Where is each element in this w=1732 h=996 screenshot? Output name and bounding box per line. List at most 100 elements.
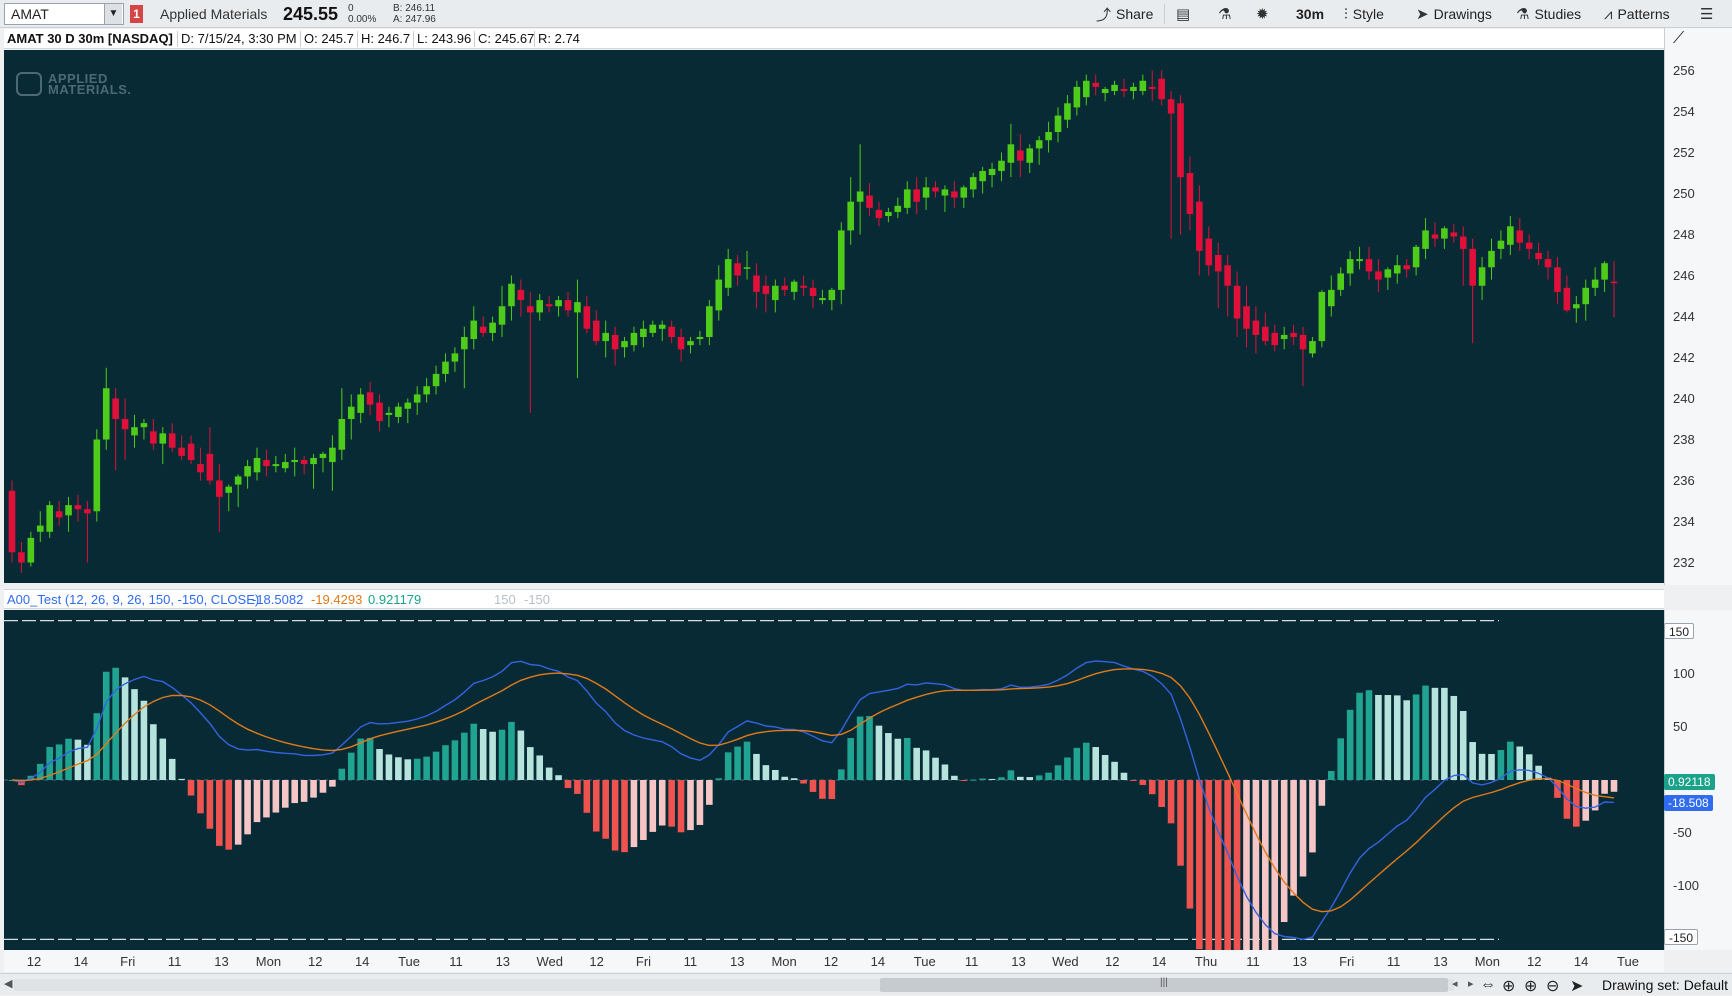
- histogram-bar: [903, 738, 911, 780]
- oscillator-chart[interactable]: [4, 610, 1664, 996]
- bar-range: R: 2.74: [538, 31, 580, 46]
- time-axis-label: Thu: [1194, 954, 1218, 969]
- style-label: Style: [1352, 6, 1384, 22]
- candle-body: [715, 279, 723, 311]
- candle-body: [376, 402, 383, 422]
- trend-icon[interactable]: ⟋: [1673, 30, 1685, 47]
- histogram-bar: [941, 764, 949, 780]
- cursor-icon[interactable]: ➤: [1570, 978, 1584, 995]
- histogram-bar: [913, 747, 920, 780]
- zoom-in-icon[interactable]: ⊕: [1524, 978, 1538, 995]
- menu-button[interactable]: ☰: [1700, 4, 1713, 24]
- scroll-left-small-arrow[interactable]: ◂: [1452, 978, 1458, 990]
- flask-button[interactable]: ⚗: [1218, 4, 1231, 24]
- candle-body: [866, 195, 873, 208]
- studies-button[interactable]: ⚗ Studies: [1516, 4, 1581, 24]
- histogram-bar: [1252, 780, 1260, 985]
- candle-body: [781, 285, 789, 290]
- candle-body: [1393, 265, 1401, 274]
- candle-body: [46, 505, 53, 532]
- time-axis[interactable]: 12 14 Fri 11 13 Mon 12 14 Tue 11 13 Wed 12 Fri 11 13 Mon…: [4, 950, 1664, 972]
- histogram-bar: [291, 780, 299, 804]
- histogram-bar: [55, 744, 63, 780]
- histogram-bar: [244, 780, 251, 835]
- price-axis-label: 244: [1673, 308, 1695, 324]
- alert-badge[interactable]: 1: [130, 5, 143, 23]
- price-chart[interactable]: APPLIED MATERIALS.: [4, 50, 1664, 583]
- candle-body: [1507, 226, 1514, 245]
- candle-body: [8, 490, 16, 553]
- candle-body: [1186, 173, 1194, 214]
- study-name[interactable]: A00_Test (12, 26, 9, 26, 150, -150, CLOS…: [7, 592, 260, 607]
- candle-body: [1233, 285, 1241, 319]
- candle-body: [1573, 304, 1580, 309]
- hist-value-tag: 0.92118: [1664, 774, 1715, 790]
- histogram-bar: [1318, 780, 1326, 806]
- candle-body: [206, 453, 214, 481]
- candle-body: [102, 388, 110, 440]
- histogram-bar: [65, 738, 72, 780]
- histogram-bar: [1554, 780, 1561, 798]
- time-axis-label: 14: [1573, 954, 1589, 969]
- settings-button[interactable]: ✹: [1256, 4, 1269, 24]
- candle-body: [1563, 287, 1571, 311]
- histogram-bar: [1441, 687, 1448, 780]
- net-change: 0: [348, 3, 354, 14]
- time-axis-label: 12: [589, 954, 604, 969]
- time-axis-label: Mon: [255, 954, 282, 969]
- candle-body: [875, 209, 883, 219]
- patterns-label: Patterns: [1617, 6, 1670, 22]
- candle-body: [253, 457, 261, 473]
- candle-body: [1130, 86, 1137, 91]
- histogram-bar: [461, 732, 468, 780]
- list-icon: ☰: [1700, 6, 1714, 23]
- drawings-button[interactable]: ➤ Drawings: [1416, 4, 1492, 24]
- candle-body: [65, 505, 72, 516]
- time-axis-label: 14: [73, 954, 89, 969]
- style-button[interactable]: ⫶ Style: [1344, 4, 1384, 24]
- patterns-button[interactable]: ⩘ Patterns: [1604, 4, 1670, 24]
- chevron-down-icon: ▼: [108, 8, 119, 19]
- candle-body: [1007, 144, 1015, 163]
- candle-body: [84, 509, 91, 514]
- candle-body: [461, 337, 468, 350]
- symbol-input[interactable]: AMAT: [4, 3, 124, 25]
- histogram-bar: [856, 716, 864, 780]
- pan-icon[interactable]: ⇔: [1480, 976, 1496, 993]
- histogram-bar: [263, 780, 270, 818]
- candle-body: [1412, 246, 1420, 268]
- candle-body: [1148, 86, 1156, 89]
- scroll-thumb[interactable]: [880, 978, 1448, 992]
- share-button[interactable]: ⤴ Share: [1096, 4, 1153, 24]
- price-axis[interactable]: ⟋ 256 254 252 250 248 246 244 242 240 238 236 234 23…: [1664, 28, 1732, 585]
- calendar-button[interactable]: ▤: [1176, 4, 1190, 24]
- histogram-bar: [159, 738, 167, 780]
- histogram-bar: [1073, 747, 1081, 780]
- drawing-set-selector[interactable]: Drawing set: Default: [1602, 977, 1729, 993]
- candle-body: [1054, 115, 1062, 132]
- histogram-bar: [772, 769, 779, 780]
- scroll-right-small-arrow[interactable]: ▸: [1468, 978, 1474, 990]
- histogram-bar: [1573, 780, 1580, 827]
- histogram-bar: [1516, 746, 1524, 780]
- crosshair-icon[interactable]: ⊕: [1502, 978, 1516, 995]
- time-axis-label: Fri: [635, 954, 652, 969]
- price-axis-label: 232: [1673, 554, 1695, 570]
- histogram-bar: [545, 767, 553, 780]
- candle-body: [1441, 228, 1448, 239]
- time-axis-label: Fri: [1339, 954, 1355, 969]
- histogram-bar: [1299, 780, 1307, 877]
- candle-body: [724, 259, 732, 288]
- candle-body: [1262, 326, 1269, 342]
- candle-body: [36, 525, 44, 532]
- candle-body: [1214, 255, 1222, 272]
- logo-line-2: MATERIALS.: [48, 82, 132, 97]
- histogram-bar: [385, 754, 393, 780]
- symbol-dropdown-button[interactable]: ▼: [104, 4, 122, 24]
- zoom-out-icon[interactable]: ⊖: [1546, 978, 1560, 995]
- histogram-bar: [150, 724, 157, 780]
- time-axis-label: 13: [214, 954, 229, 969]
- candle-body: [395, 406, 402, 417]
- interval-button[interactable]: 30m: [1296, 4, 1324, 24]
- scroll-left-arrow[interactable]: ◀: [4, 978, 13, 990]
